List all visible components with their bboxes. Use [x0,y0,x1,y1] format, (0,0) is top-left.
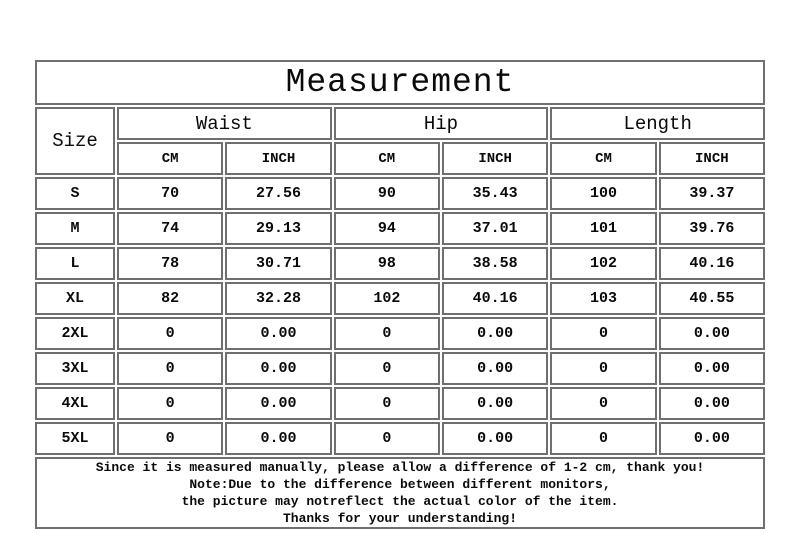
value-cell: 0.00 [225,352,332,385]
unit-header-row: CM INCH CM INCH CM INCH [35,142,765,175]
unit-header-hip-cm: CM [333,142,440,175]
size-cell: S [35,177,115,210]
value-cell: 94 [333,212,440,245]
column-header-length: Length [550,107,765,140]
column-header-hip: Hip [333,107,549,140]
value-cell: 98 [333,247,440,280]
size-cell: L [35,247,115,280]
value-cell: 0.00 [441,387,549,420]
value-cell: 82 [117,282,224,315]
value-cell: 39.76 [658,212,765,245]
table-row: M 74 29.13 94 37.01 101 39.76 [35,212,765,245]
notes-cell: Since it is measured manually, please al… [35,457,765,529]
value-cell: 30.71 [225,247,332,280]
size-cell: 5XL [35,422,115,455]
value-cell: 0.00 [225,387,332,420]
value-cell: 101 [550,212,657,245]
value-cell: 0.00 [658,422,765,455]
table-row: S 70 27.56 90 35.43 100 39.37 [35,177,765,210]
table-header: Measurement Size Waist Hip Length CM INC… [35,60,765,175]
value-cell: 0 [550,422,657,455]
value-cell: 0.00 [441,352,549,385]
unit-header-waist-inch: INCH [225,142,332,175]
value-cell: 0 [333,317,440,350]
note-line-4: Thanks for your understanding! [282,511,518,526]
unit-header-hip-inch: INCH [441,142,549,175]
value-cell: 0 [550,387,657,420]
note-line-3: the picture may notreflect the actual co… [181,494,619,509]
value-cell: 74 [117,212,224,245]
value-cell: 0 [333,387,440,420]
unit-header-length-inch: INCH [658,142,765,175]
value-cell: 0 [117,352,224,385]
table-footer: Since it is measured manually, please al… [35,457,765,529]
value-cell: 0 [117,387,224,420]
unit-header-waist-cm: CM [117,142,224,175]
note-line-2: Note:Due to the difference between diffe… [189,477,611,492]
column-header-waist: Waist [117,107,332,140]
size-cell: 2XL [35,317,115,350]
value-cell: 0 [117,422,224,455]
value-cell: 0.00 [658,387,765,420]
table-row: 2XL 0 0.00 0 0.00 0 0.00 [35,317,765,350]
value-cell: 0 [117,317,224,350]
value-cell: 70 [117,177,224,210]
value-cell: 27.56 [225,177,332,210]
value-cell: 0 [333,422,440,455]
unit-header-length-cm: CM [550,142,657,175]
value-cell: 40.16 [658,247,765,280]
size-rows: S 70 27.56 90 35.43 100 39.37 M 74 29.13 94 37.01 10… [35,177,765,455]
size-cell: XL [35,282,115,315]
table-row: 5XL 0 0.00 0 0.00 0 0.00 [35,422,765,455]
value-cell: 0 [550,317,657,350]
note-line-1: Since it is measured manually, please al… [95,460,705,475]
value-cell: 0.00 [225,422,332,455]
measurement-table: Measurement Size Waist Hip Length CM INC… [33,58,767,531]
value-cell: 102 [333,282,440,315]
value-cell: 0 [333,352,440,385]
table-title: Measurement [35,60,765,105]
value-cell: 100 [550,177,657,210]
size-cell: 4XL [35,387,115,420]
group-header-row: Size Waist Hip Length [35,107,765,175]
value-cell: 0.00 [441,317,549,350]
table-row: 4XL 0 0.00 0 0.00 0 0.00 [35,387,765,420]
value-cell: 0.00 [441,422,549,455]
table-row: XL 82 32.28 102 40.16 103 40.55 [35,282,765,315]
value-cell: 40.16 [441,282,549,315]
size-cell: 3XL [35,352,115,385]
value-cell: 102 [550,247,657,280]
value-cell: 0 [550,352,657,385]
value-cell: 38.58 [441,247,549,280]
value-cell: 37.01 [441,212,549,245]
title-row: Measurement [35,60,765,105]
value-cell: 40.55 [658,282,765,315]
value-cell: 39.37 [658,177,765,210]
column-header-size: Size [35,107,115,175]
value-cell: 90 [333,177,440,210]
value-cell: 35.43 [441,177,549,210]
value-cell: 29.13 [225,212,332,245]
value-cell: 78 [117,247,224,280]
value-cell: 0.00 [658,352,765,385]
table-row: 3XL 0 0.00 0 0.00 0 0.00 [35,352,765,385]
table-row: L 78 30.71 98 38.58 102 40.16 [35,247,765,280]
value-cell: 32.28 [225,282,332,315]
value-cell: 103 [550,282,657,315]
notes-row: Since it is measured manually, please al… [35,457,765,529]
value-cell: 0.00 [225,317,332,350]
size-cell: M [35,212,115,245]
value-cell: 0.00 [658,317,765,350]
